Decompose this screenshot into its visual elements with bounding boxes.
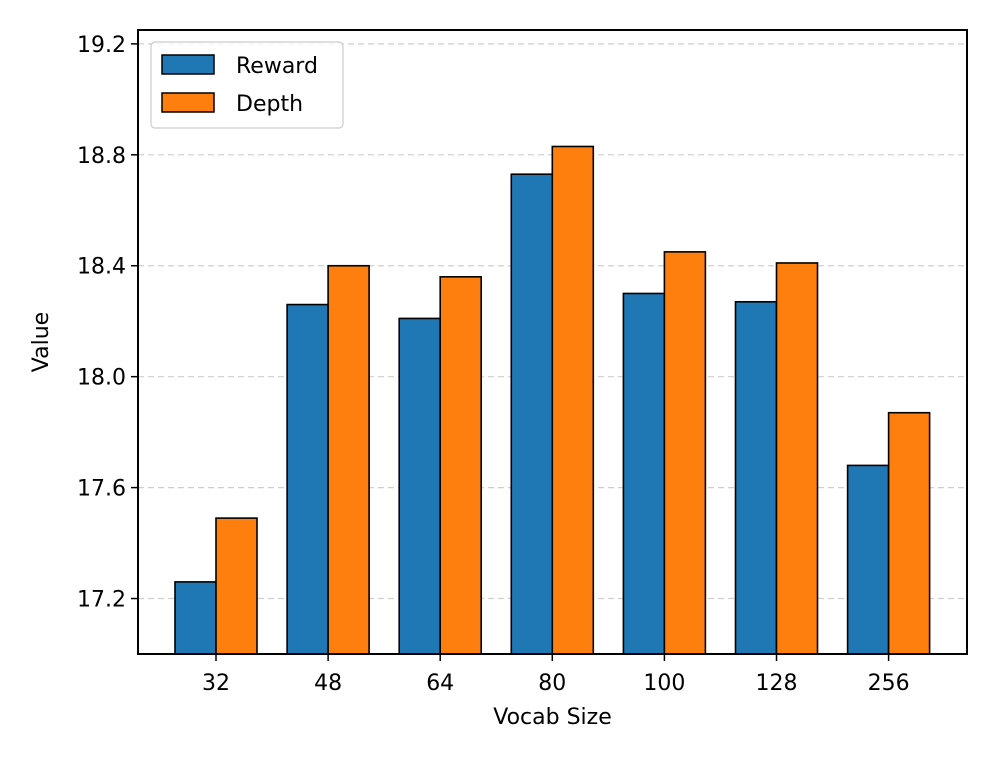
bar-depth-256: [887, 411, 931, 655]
y-tick-label: 18.0: [77, 366, 126, 391]
legend-swatch-reward: [161, 54, 215, 75]
x-tick-label: 80: [538, 671, 566, 696]
x-tick-label: 128: [756, 671, 798, 696]
legend-swatch-depth: [161, 92, 215, 113]
bar-reward-32: [174, 581, 217, 655]
x-tick-label: 100: [643, 671, 685, 696]
y-tick-label: 18.4: [77, 255, 126, 280]
bar-depth-32: [215, 517, 258, 655]
x-axis-label: Vocab Size: [493, 705, 612, 730]
x-axis-ticks: 32 48 64 80 100 128 256: [202, 654, 910, 696]
bar-depth-64: [439, 276, 483, 655]
bar-depth-100: [663, 251, 707, 655]
bar-depth-48: [327, 264, 370, 655]
bar-reward-64: [398, 317, 442, 655]
x-tick-label: 256: [868, 671, 910, 696]
x-tick-label: 48: [314, 671, 342, 696]
bar-reward-100: [622, 292, 666, 655]
y-tick-label: 19.2: [77, 33, 126, 58]
bar-reward-80: [510, 173, 554, 655]
bar-depth-128: [775, 262, 819, 655]
bars: [174, 145, 931, 655]
bar-reward-128: [734, 300, 778, 655]
y-tick-label: 17.6: [77, 477, 126, 502]
x-tick-label: 32: [202, 671, 230, 696]
x-tick-label: 64: [426, 671, 454, 696]
legend-label-reward: Reward: [236, 54, 318, 79]
y-tick-label: 18.8: [77, 144, 126, 169]
y-tick-label: 17.2: [77, 588, 126, 613]
y-axis-ticks: 17.2 17.6 18.0 18.4 18.8 19.2: [77, 33, 138, 613]
legend-label-depth: Depth: [236, 92, 303, 117]
bar-reward-256: [846, 464, 890, 655]
bar-reward-48: [286, 303, 329, 655]
bar-depth-80: [551, 145, 595, 655]
legend: Reward Depth: [150, 41, 344, 129]
y-axis-label: Value: [29, 312, 54, 372]
